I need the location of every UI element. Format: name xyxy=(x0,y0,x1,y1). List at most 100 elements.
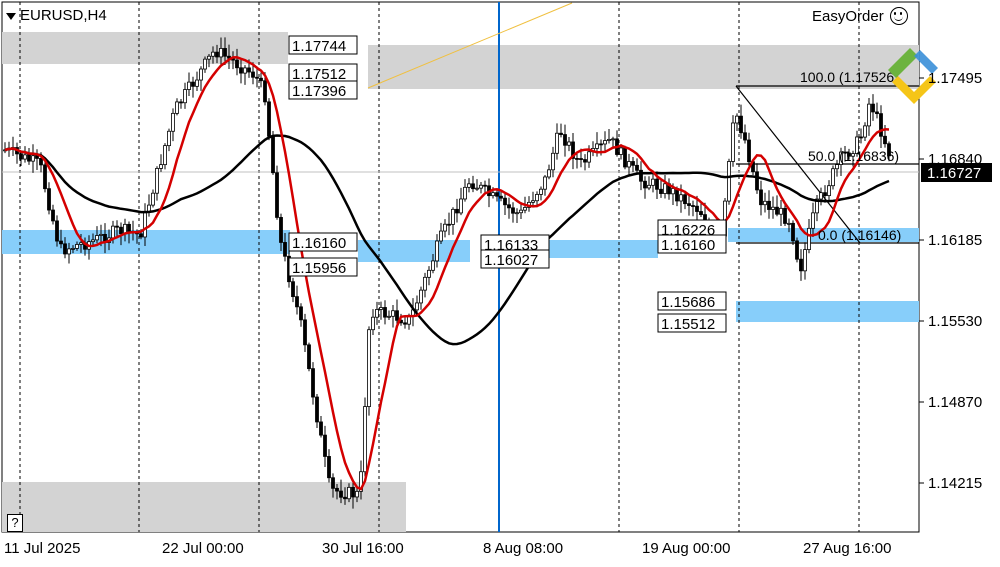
candle-body xyxy=(139,233,143,238)
candle-body xyxy=(659,188,663,194)
candle-body xyxy=(295,296,299,308)
level-label-box xyxy=(288,80,358,100)
candle-body xyxy=(471,183,475,190)
candle-body xyxy=(331,477,335,489)
candle-body xyxy=(255,76,259,79)
candle-body xyxy=(99,233,103,236)
slow-moving-average xyxy=(4,134,890,346)
candle-body xyxy=(31,155,35,162)
candle-body xyxy=(319,421,323,436)
candle-body xyxy=(499,195,503,199)
candle-body xyxy=(395,310,399,321)
candle-body xyxy=(171,112,175,132)
candle-body xyxy=(27,154,31,162)
candle-body xyxy=(91,239,95,243)
blue-zone-mid2 xyxy=(548,240,658,258)
candle-body xyxy=(51,209,55,222)
current-price-badge xyxy=(921,163,992,182)
time-tick: 30 Jul 16:00 xyxy=(322,540,404,557)
candle-body xyxy=(795,240,799,260)
candle-body xyxy=(627,161,631,168)
candle-body xyxy=(327,456,331,479)
easyorder-button[interactable]: EasyOrder xyxy=(812,7,908,25)
level-label: 1.15956 xyxy=(292,260,346,277)
candle-body xyxy=(427,269,431,278)
trend-line xyxy=(367,2,573,89)
price-tick: 1.14870 xyxy=(928,394,982,411)
candle-body xyxy=(127,223,131,232)
candle-body xyxy=(563,134,567,146)
candle-body xyxy=(363,406,367,473)
candle-body xyxy=(851,153,855,157)
candle-body xyxy=(19,153,23,160)
candle-body xyxy=(367,329,371,407)
price-tick: 1.16185 xyxy=(928,232,982,249)
level-label: 1.16160 xyxy=(292,235,346,252)
candle-body xyxy=(219,48,223,58)
candle-body xyxy=(671,188,675,195)
candle-body xyxy=(611,138,615,141)
candle-body xyxy=(811,212,815,229)
candle-body xyxy=(815,198,819,214)
logo-icon xyxy=(888,48,938,104)
candle-body xyxy=(755,171,759,191)
candle-body xyxy=(547,169,551,178)
candle-body xyxy=(111,225,115,239)
candle-body xyxy=(839,151,843,165)
candle-body xyxy=(575,158,579,160)
candle-body xyxy=(59,240,63,245)
candle-body xyxy=(635,164,639,171)
candle-body xyxy=(855,136,859,155)
price-tick: 1.15530 xyxy=(928,313,982,330)
candle-body xyxy=(639,169,643,182)
candle-body xyxy=(599,143,603,146)
candle-body xyxy=(303,319,307,346)
dropdown-triangle-icon[interactable] xyxy=(6,13,16,20)
candle-body xyxy=(323,434,327,457)
candle-body xyxy=(183,89,187,104)
level-label: 1.17512 xyxy=(292,66,346,83)
candle-body xyxy=(167,130,171,147)
candle-body xyxy=(651,178,655,186)
candle-body xyxy=(567,141,571,146)
candle-body xyxy=(687,203,691,206)
candle-body xyxy=(391,310,395,317)
symbol-header[interactable]: EURUSD,H4 xyxy=(6,7,107,24)
candle-body xyxy=(767,200,771,210)
candle-body xyxy=(247,67,251,73)
candle-body xyxy=(655,178,659,190)
candle-body xyxy=(515,212,519,215)
candle-body xyxy=(299,306,303,321)
candle-body xyxy=(315,396,319,423)
fib-label: 0.0 (1.16146) xyxy=(818,227,901,243)
candle-body xyxy=(531,200,535,203)
fib-diagonal xyxy=(735,85,861,244)
current-price-label: 1.16727 xyxy=(927,165,981,182)
level-label-box xyxy=(657,313,727,333)
question-icon[interactable]: ? xyxy=(7,514,23,532)
candle-body xyxy=(847,152,851,157)
candle-body xyxy=(151,192,155,206)
grid xyxy=(19,2,860,532)
candle-body xyxy=(863,125,867,138)
candle-body xyxy=(491,192,495,197)
candle-body xyxy=(351,486,355,498)
candle-body xyxy=(483,184,487,187)
candle-body xyxy=(495,192,499,197)
candle-body xyxy=(35,155,39,159)
candle-body xyxy=(179,101,183,104)
candle-body xyxy=(239,67,243,74)
fast-moving-average xyxy=(4,55,890,491)
candle-body xyxy=(787,222,791,225)
candle-body xyxy=(643,180,647,189)
candle-body xyxy=(463,186,467,200)
candle-body xyxy=(595,143,599,149)
candle-body xyxy=(691,205,695,207)
candle-body xyxy=(191,81,195,87)
candle-body xyxy=(551,152,555,171)
candle-body xyxy=(211,51,215,57)
candle-body xyxy=(423,276,427,291)
candle-body xyxy=(507,204,511,209)
